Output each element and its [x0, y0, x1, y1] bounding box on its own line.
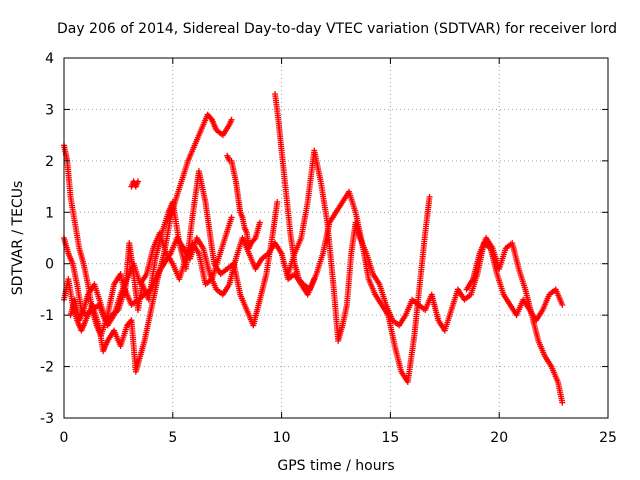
data-point	[559, 301, 566, 308]
data-point	[134, 178, 141, 185]
chart-title: Day 206 of 2014, Sidereal Day-to-day VTE…	[57, 21, 617, 37]
plot-frame	[63, 57, 609, 419]
x-tick-label: 0	[60, 430, 69, 446]
y-tick-label: 0	[45, 257, 54, 273]
series-track-d	[272, 91, 433, 385]
y-tick-label: 1	[45, 205, 54, 221]
x-tick-label: 25	[599, 430, 617, 446]
data-point	[256, 219, 263, 226]
data-point	[426, 193, 433, 200]
series-track-f	[463, 235, 566, 406]
y-tick-label: -1	[40, 308, 54, 324]
series-track-i	[224, 152, 263, 252]
data-point	[228, 116, 235, 123]
series-track-h	[128, 178, 141, 190]
y-tick-label: 3	[45, 102, 54, 118]
x-tick-label: 10	[273, 430, 291, 446]
data-point	[274, 199, 281, 205]
data-point	[559, 399, 566, 406]
data-points	[61, 91, 566, 406]
x-tick-label: 15	[381, 430, 399, 446]
y-axis-label: SDTVAR / TECUs	[10, 181, 26, 296]
y-tick-label: 2	[45, 154, 54, 170]
x-axis-label: GPS time / hours	[277, 458, 394, 474]
x-tick-label: 20	[490, 430, 508, 446]
data-point	[127, 318, 134, 325]
series-track-g	[67, 214, 235, 329]
x-tick-label: 5	[168, 430, 177, 446]
data-point	[251, 236, 258, 243]
axis-ticks: 0 5 10 15 20 25 -3 -2 -1 0 1 2 3 4	[40, 51, 617, 446]
y-tick-label: -2	[40, 360, 54, 376]
y-tick-label: -3	[40, 411, 54, 427]
data-point	[228, 214, 235, 221]
y-tick-label: 4	[45, 51, 54, 67]
